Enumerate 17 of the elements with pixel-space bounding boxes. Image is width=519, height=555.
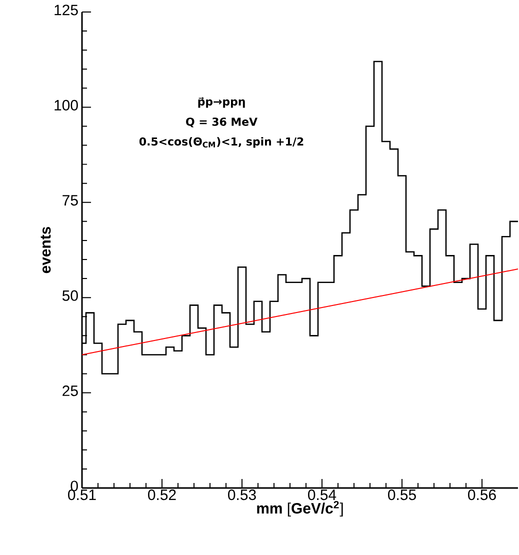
x-tick-label: 0.51	[68, 490, 96, 500]
y-tick-label: 75	[62, 195, 78, 206]
x-tick-label: 0.52	[148, 490, 176, 500]
annotation: 0.5<cos(Θ$_{CM}$)<1, spin +1/2	[140, 137, 304, 148]
annotation: Q = 36 MeV	[186, 118, 258, 128]
x-tick-label: 0.54	[308, 490, 336, 500]
y-tick-label: 0	[70, 480, 78, 492]
text: mm [GeV/c$^{2}$]	[257, 500, 343, 517]
y-tick-label: 50	[62, 290, 78, 301]
x-tick-label: 0.55	[388, 490, 416, 500]
y-tick-label: 100	[54, 100, 78, 110]
y-axis-title: events	[40, 226, 51, 274]
y-tick-label: 25	[62, 386, 78, 396]
x-tick-label: 0.53	[228, 490, 256, 500]
annotation: p⃗p→ppη	[198, 97, 245, 108]
y-tick-label: 125	[54, 4, 78, 16]
x-tick-label: 0.56	[468, 490, 496, 500]
